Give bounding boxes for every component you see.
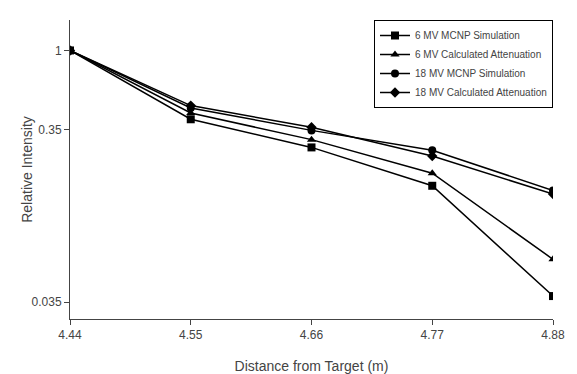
svg-text:4.88: 4.88 (541, 328, 565, 342)
svg-text:Relative Intensity: Relative Intensity (19, 116, 35, 223)
svg-text:18 MV Calculated Attenuation: 18 MV Calculated Attenuation (415, 87, 547, 98)
svg-text:6 MV MCNP Simulation: 6 MV MCNP Simulation (415, 30, 520, 41)
svg-text:4.66: 4.66 (300, 328, 324, 342)
svg-text:18 MV MCNP Simulation: 18 MV MCNP Simulation (415, 68, 525, 79)
svg-text:4.44: 4.44 (58, 328, 82, 342)
svg-text:0.035: 0.035 (32, 295, 62, 309)
svg-text:6 MV Calculated Attenuation: 6 MV Calculated Attenuation (415, 49, 541, 60)
svg-text:4.77: 4.77 (421, 328, 445, 342)
svg-text:1: 1 (55, 44, 62, 58)
svg-text:Distance from Target (m): Distance from Target (m) (235, 358, 389, 374)
svg-text:0.35: 0.35 (38, 123, 62, 137)
svg-text:4.55: 4.55 (179, 328, 203, 342)
